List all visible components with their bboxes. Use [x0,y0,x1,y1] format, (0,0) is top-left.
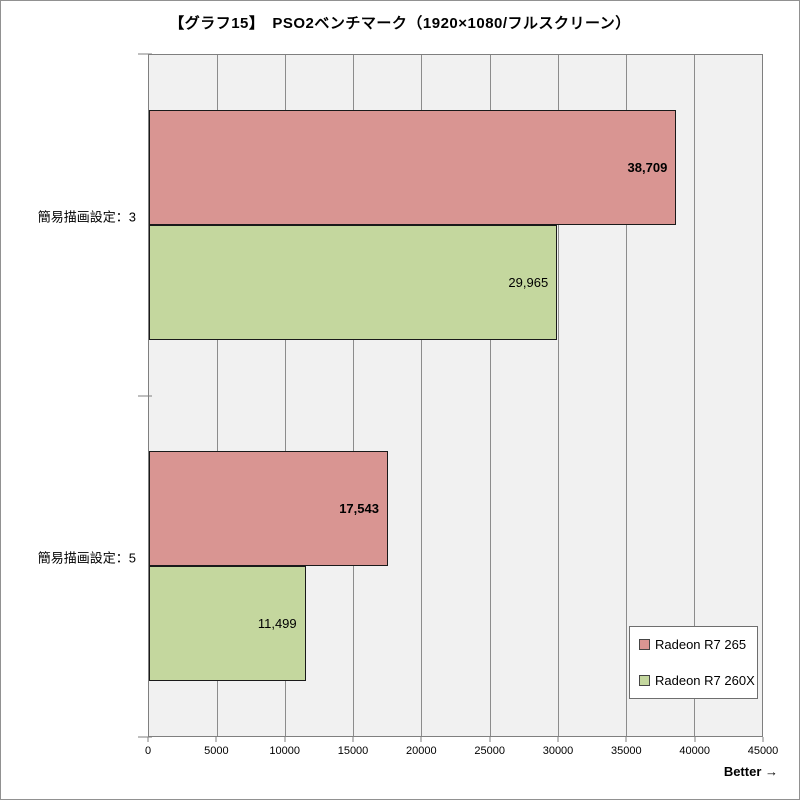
gridline [557,55,559,736]
bar-series-2: 11,499 [149,565,306,681]
x-axis-tick-marks [147,737,764,742]
gridline [217,55,219,736]
legend-swatch [639,674,650,686]
y-tick-mark [138,395,152,396]
bar-value-label: 11,499 [257,615,297,631]
x-tick-label: 30000 [542,745,574,757]
legend-entry: Radeon R7 260X [630,663,757,699]
category-label: 簡易描画設定：5 [37,550,136,566]
x-tick-mark [557,737,559,742]
x-tick-label: 5000 [204,745,229,757]
x-tick-mark [762,737,764,742]
x-tick-label: 0 [144,745,152,757]
legend: Radeon R7 265 Radeon R7 260X [629,626,758,699]
bar-series-2: 29,965 [149,225,558,341]
x-tick-mark [284,737,286,742]
x-axis-tick-labels: 0 5000 10000 15000 20000 25000 30000 35000 40000… [144,745,778,759]
gridlines [149,55,762,736]
x-tick-mark [625,737,627,742]
x-tick-label: 10000 [269,745,300,757]
gridline [625,55,627,736]
x-tick-mark [147,737,149,742]
gridline [353,55,355,736]
gridline [489,55,491,736]
y-axis-tick-marks [138,53,152,738]
x-tick-label: 40000 [679,745,710,757]
bar-value-label: 38,709 [627,160,668,176]
gridline [693,55,695,736]
legend-swatch [639,639,650,651]
bar-series-1: 17,543 [149,450,388,566]
bar-value-label: 17,543 [339,500,379,516]
x-tick-label: 35000 [611,745,642,757]
x-tick-mark [352,737,354,742]
x-tick-label: 25000 [474,745,505,757]
bar-value-label: 29,965 [508,275,549,291]
y-tick-mark [138,53,152,55]
x-tick-mark [215,737,217,742]
gridline [285,55,287,736]
legend-label: Radeon R7 265 [655,637,747,653]
x-tick-mark [420,737,422,742]
x-tick-label: 20000 [406,745,437,757]
category-label: 簡易描画設定：3 [37,209,136,225]
x-tick-label: 15000 [337,745,369,757]
x-tick-mark [694,737,696,742]
bar-group: 17,543 11,499 [149,396,762,737]
category-labels: 簡易描画設定：3 簡易描画設定：5 [0,54,142,737]
x-tick-label: 45000 [747,745,779,757]
y-tick-mark [138,736,152,738]
legend-entry: Radeon R7 265 [630,627,757,663]
bar-series-1: 38,709 [149,110,677,226]
gridline [421,55,423,736]
bar-group: 38,709 29,965 [149,55,762,396]
plot-area: 38,709 29,965 17,543 11,499 Radeon R7 265 R… [148,54,763,737]
x-tick-mark [489,737,491,742]
better-annotation: Better → [723,764,778,779]
legend-label: Radeon R7 260X [655,672,755,688]
bar-groups: 38,709 29,965 17,543 11,499 [149,55,762,736]
chart-title: 【グラフ15】 PSO2ベンチマーク（1920×1080/フルスクリーン） [169,15,631,32]
